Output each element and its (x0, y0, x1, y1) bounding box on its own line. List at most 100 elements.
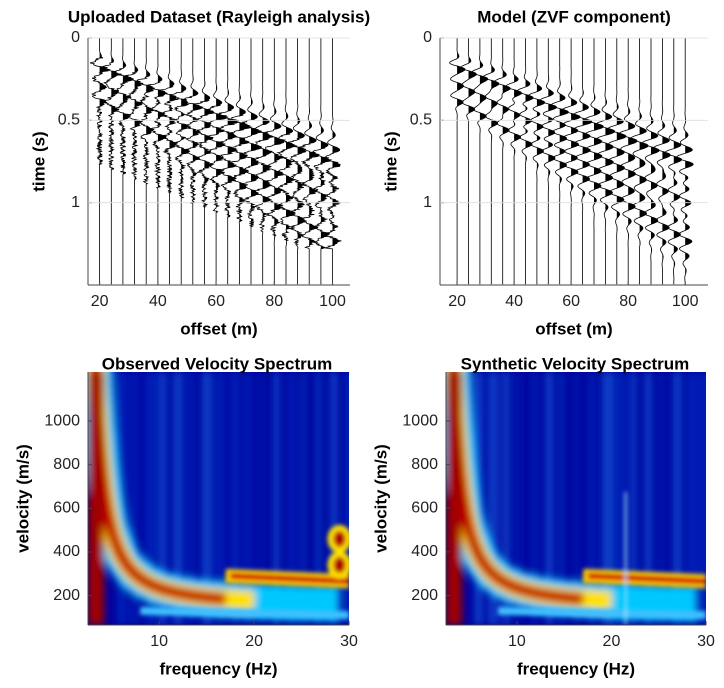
chart-title: Model (ZVF component) (477, 7, 671, 26)
blob (333, 557, 346, 574)
trace (205, 38, 229, 285)
trace (460, 38, 477, 285)
trace (147, 38, 168, 285)
trace-fill (262, 38, 274, 285)
plot-area (88, 372, 368, 625)
y-axis-label: velocity (m/s) (371, 444, 390, 553)
streak (559, 372, 564, 625)
streak (545, 372, 554, 625)
plot-area (446, 372, 706, 625)
trace-fill (479, 38, 488, 285)
x-tick-label: 20 (603, 633, 621, 650)
y-tick-label: 1 (71, 194, 80, 211)
x-tick-label: 10 (508, 633, 526, 650)
y-tick-label: 200 (411, 587, 438, 604)
trace-fill (525, 38, 534, 285)
trace (101, 38, 123, 285)
trace-fill (468, 38, 477, 285)
trace-fill (514, 38, 522, 285)
plot-area (449, 38, 694, 285)
trace (539, 38, 558, 285)
trace (251, 38, 275, 285)
trace (135, 38, 155, 285)
streak (187, 372, 195, 625)
streak (587, 372, 596, 625)
trace (618, 38, 638, 285)
streak (330, 372, 338, 625)
x-tick-label: 40 (149, 293, 167, 310)
trace-fill (122, 38, 134, 285)
trace (263, 38, 287, 285)
trace (182, 38, 204, 285)
x-tick-label: 80 (619, 293, 637, 310)
streak (301, 372, 306, 625)
trace (239, 38, 263, 285)
trace-fill (216, 38, 228, 285)
y-tick-label: 1 (423, 194, 432, 211)
x-tick-label: 80 (265, 293, 283, 310)
chart-title: Observed Velocity Spectrum (102, 354, 333, 373)
heatmap-image (88, 372, 368, 625)
trace (550, 38, 569, 285)
trace-fill (181, 38, 191, 285)
streak (687, 372, 699, 625)
band (230, 572, 349, 585)
trace-fill (662, 38, 671, 285)
streak (602, 372, 614, 625)
trace (584, 38, 604, 285)
streak (159, 372, 167, 625)
streak (130, 372, 139, 625)
trace (607, 38, 627, 285)
streak (230, 372, 240, 625)
panel: 0 0.5 1 20 40 60 80 100 Uploaded Dataset (Raylei… (29, 7, 370, 338)
band (88, 372, 104, 625)
plot-area (89, 38, 342, 285)
trace-fill (169, 38, 179, 285)
streak (216, 372, 225, 625)
streak (516, 372, 522, 625)
trace (664, 38, 683, 285)
x-tick-label: 100 (319, 293, 346, 310)
x-axis-label: frequency (Hz) (159, 659, 277, 678)
streak (244, 372, 252, 625)
y-tick-label: 0 (423, 29, 432, 46)
trace-fill (239, 38, 252, 285)
trace (573, 38, 593, 285)
trace-fill (457, 38, 465, 285)
streak (344, 372, 349, 625)
y-tick-label: 400 (411, 543, 438, 560)
trace-fill (134, 38, 143, 285)
trace-fill (559, 38, 569, 285)
streak (358, 372, 368, 625)
trace-fill (251, 38, 263, 285)
trace (516, 38, 534, 285)
streak (144, 372, 157, 625)
trace (112, 38, 134, 285)
traces (89, 38, 342, 285)
y-tick-label: 1000 (44, 412, 80, 429)
trace (482, 38, 500, 285)
trace (653, 38, 671, 285)
y-tick-label: 600 (53, 500, 80, 517)
streak (644, 372, 652, 625)
y-tick-label: 800 (53, 456, 80, 473)
trace (494, 38, 511, 285)
y-axis-label: time (s) (381, 131, 400, 191)
trace-fill (204, 38, 214, 285)
trace (89, 38, 112, 285)
x-axis-label: offset (m) (180, 319, 257, 338)
streak (273, 372, 280, 625)
band (447, 372, 584, 606)
streak (488, 372, 498, 625)
trace (159, 38, 179, 285)
blob (333, 530, 346, 547)
streak (201, 372, 212, 625)
heatmap-image (446, 372, 706, 625)
x-tick-label: 60 (562, 293, 580, 310)
trace-fill (673, 38, 682, 285)
streak (315, 372, 322, 625)
y-tick-label: 0.5 (58, 112, 80, 129)
x-tick-label: 30 (697, 633, 715, 650)
x-tick-label: 40 (505, 293, 523, 310)
